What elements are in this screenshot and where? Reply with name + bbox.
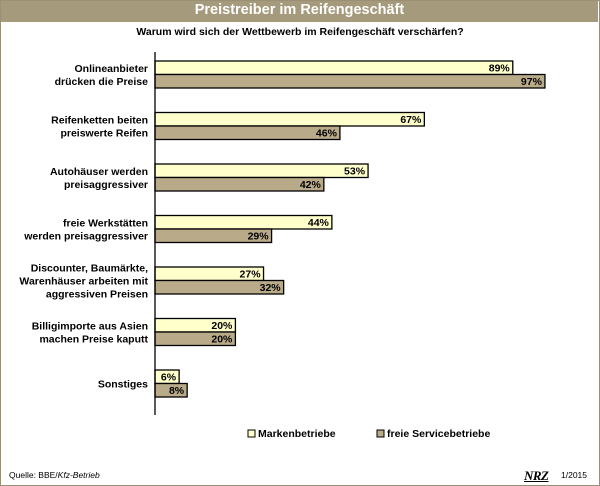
category-label: machen Preise kaputt xyxy=(39,334,148,346)
source-note: Quelle: BBE/Kfz-Betrieb xyxy=(9,470,100,480)
data-label: 53% xyxy=(344,166,366,178)
chart-title: Warum wird sich der Wettbewerb im Reifen… xyxy=(136,26,464,38)
data-label: 20% xyxy=(211,334,233,346)
data-label: 97% xyxy=(521,76,543,88)
bar-markenbetriebe xyxy=(154,111,425,127)
category-label: Warenhäuser arbeiten mit xyxy=(19,276,148,288)
legend-swatch xyxy=(376,429,385,438)
category-label: freie Werkstätten xyxy=(63,218,148,230)
bar-freie-servicebetriebe xyxy=(154,73,546,89)
header-bar: Preistreiber im Reifengeschäft xyxy=(1,1,598,22)
publisher-logo: NRZ xyxy=(524,468,549,483)
data-label: 89% xyxy=(489,63,511,75)
category-label: aggressiven Preisen xyxy=(46,289,148,301)
data-label: 27% xyxy=(240,269,262,281)
data-label: 29% xyxy=(248,231,270,243)
data-label: 42% xyxy=(300,179,322,191)
data-label: 20% xyxy=(211,320,233,332)
data-label: 44% xyxy=(308,217,330,229)
data-label: 46% xyxy=(316,128,338,140)
bar-markenbetriebe xyxy=(154,214,333,230)
bar-markenbetriebe xyxy=(154,60,514,76)
legend-label: Markenbetriebe xyxy=(258,428,336,440)
legend-swatch xyxy=(247,429,256,438)
category-label: preisaggressiver xyxy=(64,179,148,191)
data-label: 67% xyxy=(400,114,422,126)
category-label: Discounter, Baumärkte, xyxy=(31,263,148,275)
category-label: preiswerte Reifen xyxy=(60,128,148,140)
category-label: Billigimporte aus Asien xyxy=(32,321,148,333)
category-label: Onlineanbieter xyxy=(74,63,148,75)
issue-date: 1/2015 xyxy=(561,470,587,480)
source-label: Quelle: BBE/ xyxy=(9,470,58,480)
category-label: Autohäuser werden xyxy=(50,166,148,178)
data-label: 6% xyxy=(161,372,177,384)
data-label: 32% xyxy=(260,282,282,294)
bar-freie-servicebetriebe xyxy=(154,176,325,192)
legend-label: freie Servicebetriebe xyxy=(387,428,490,440)
bar-freie-servicebetriebe xyxy=(154,125,341,141)
category-label: drücken die Preise xyxy=(55,76,149,88)
category-label: Reifenketten beiten xyxy=(51,115,148,127)
category-label: werden preisaggressiver xyxy=(23,231,148,243)
category-label: Sonstiges xyxy=(98,379,148,391)
bar-markenbetriebe xyxy=(154,163,369,179)
source-publication: Kfz-Betrieb xyxy=(57,470,100,480)
page-title: Preistreiber im Reifengeschäft xyxy=(194,2,405,18)
data-label: 8% xyxy=(169,385,185,397)
